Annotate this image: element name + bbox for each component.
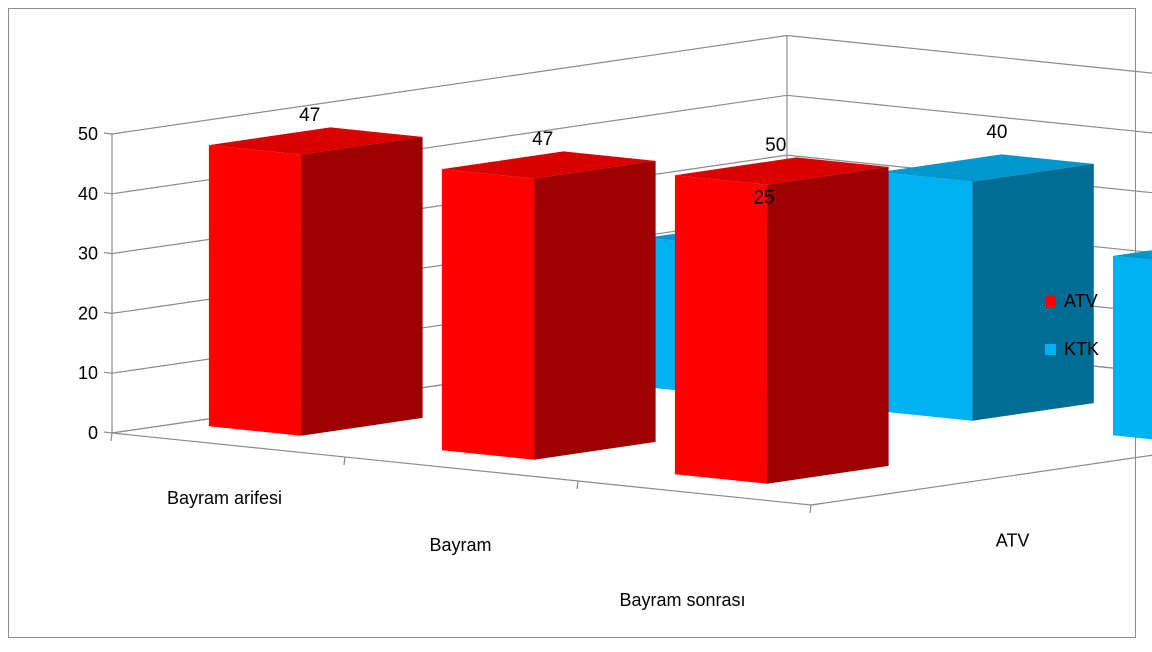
bar-front <box>441 169 535 460</box>
bar-front <box>1113 255 1152 440</box>
x-tick-mark <box>576 480 579 490</box>
bar-top <box>1113 250 1152 260</box>
bar-front <box>880 172 973 421</box>
legend-entry-KTK: KTK <box>1045 339 1099 359</box>
y-tick-mark <box>103 192 113 195</box>
bar-ATV-0 <box>208 127 423 436</box>
bar-side <box>301 136 423 436</box>
bar-ATV-2 <box>674 157 889 484</box>
legend-entry-ATV: ATV <box>1045 291 1098 311</box>
y-tick-label: 0 <box>88 423 98 443</box>
legend-swatch <box>1045 296 1056 307</box>
depth-tick-mark <box>810 503 820 506</box>
category-label: Bayram arifesi <box>167 488 282 508</box>
y-tick-mark <box>103 132 113 135</box>
x-tick-mark <box>110 432 113 442</box>
y-tick-mark <box>103 431 113 434</box>
legend-swatch <box>1045 344 1056 355</box>
y-tick-label: 40 <box>78 184 98 204</box>
bar-KTK-1 <box>880 154 1094 421</box>
data-label: 47 <box>532 129 553 150</box>
gridline-50 <box>111 34 1152 135</box>
bar-front <box>674 175 768 484</box>
bars <box>208 127 1152 484</box>
y-tick-label: 20 <box>78 303 98 323</box>
bar-ATV-1 <box>441 151 656 460</box>
y-tick-mark <box>103 311 113 314</box>
y-tick-label: 50 <box>78 124 98 144</box>
depth-label: ATV <box>996 530 1030 550</box>
legend-label: ATV <box>1064 291 1098 311</box>
y-tick-label: 10 <box>78 363 98 383</box>
bar-top <box>208 127 423 155</box>
y-tick-label: 30 <box>78 244 98 264</box>
data-label: 50 <box>765 135 786 156</box>
bar-KTK-2 <box>1113 250 1152 440</box>
category-label: Bayram <box>429 535 491 555</box>
bar-top <box>441 151 656 179</box>
legend: ATV KTK <box>1045 291 1099 359</box>
data-label: 25 <box>753 188 774 209</box>
legend-label: KTK <box>1064 339 1099 359</box>
x-tick-mark <box>809 504 812 514</box>
bar-top <box>880 154 1094 182</box>
depth-tick-mark <box>1148 454 1152 457</box>
data-label: 40 <box>986 122 1007 143</box>
bar-front <box>208 145 302 436</box>
y-tick-mark <box>103 252 113 255</box>
data-label: 47 <box>299 105 320 126</box>
bar-side <box>534 160 656 460</box>
bar-side <box>767 166 889 484</box>
bar-top <box>674 157 889 185</box>
y-tick-mark <box>103 371 113 374</box>
category-label: Bayram sonrası <box>619 590 745 610</box>
x-tick-mark <box>343 456 346 466</box>
bar-side <box>972 163 1094 421</box>
